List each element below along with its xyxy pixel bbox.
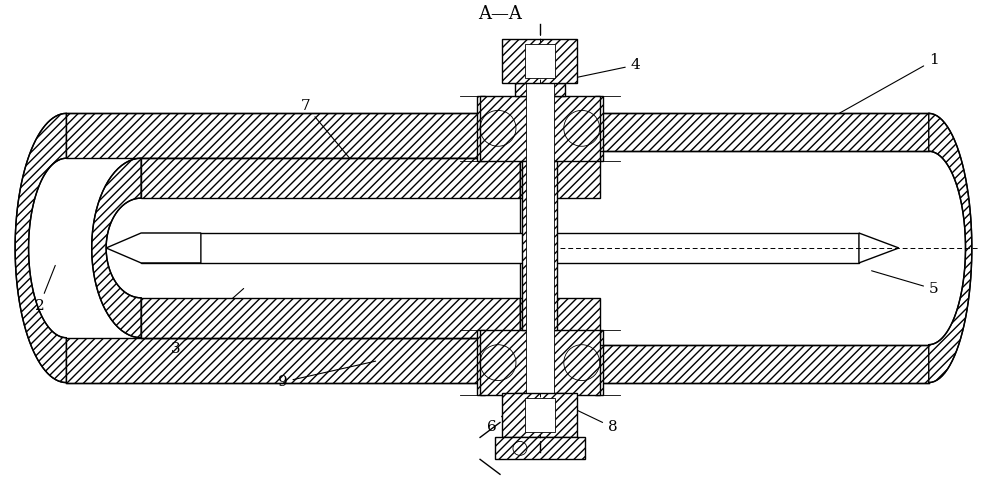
Polygon shape	[595, 330, 603, 395]
Polygon shape	[480, 330, 535, 395]
Polygon shape	[520, 298, 600, 338]
Bar	[141, 233, 859, 263]
Text: A—A: A—A	[478, 5, 522, 22]
Polygon shape	[15, 113, 66, 382]
Polygon shape	[859, 233, 899, 263]
Polygon shape	[502, 392, 577, 437]
Polygon shape	[520, 158, 600, 198]
Polygon shape	[600, 113, 929, 151]
Polygon shape	[502, 39, 577, 84]
Polygon shape	[477, 330, 485, 395]
Text: 8: 8	[555, 400, 617, 434]
Polygon shape	[141, 298, 520, 338]
Polygon shape	[66, 113, 520, 158]
Bar	[526, 84, 554, 392]
Polygon shape	[66, 338, 520, 382]
Text: 4: 4	[548, 58, 640, 84]
Polygon shape	[522, 161, 557, 330]
Bar	[525, 398, 555, 433]
Polygon shape	[106, 233, 201, 263]
Polygon shape	[515, 84, 565, 96]
Polygon shape	[477, 96, 485, 161]
Polygon shape	[600, 345, 929, 382]
Polygon shape	[92, 158, 141, 338]
Polygon shape	[480, 96, 535, 161]
Polygon shape	[141, 158, 520, 198]
Text: 7: 7	[301, 98, 364, 175]
Text: 2: 2	[34, 265, 55, 313]
Bar	[525, 43, 555, 78]
Text: 5: 5	[872, 271, 939, 296]
Text: 9: 9	[278, 361, 376, 389]
Polygon shape	[929, 113, 972, 382]
Text: 1: 1	[821, 53, 939, 123]
Polygon shape	[545, 330, 600, 395]
Text: 6: 6	[487, 401, 516, 434]
Polygon shape	[495, 437, 585, 459]
Polygon shape	[545, 96, 600, 161]
Text: 3: 3	[171, 289, 244, 356]
Polygon shape	[515, 392, 565, 395]
Polygon shape	[595, 96, 603, 161]
